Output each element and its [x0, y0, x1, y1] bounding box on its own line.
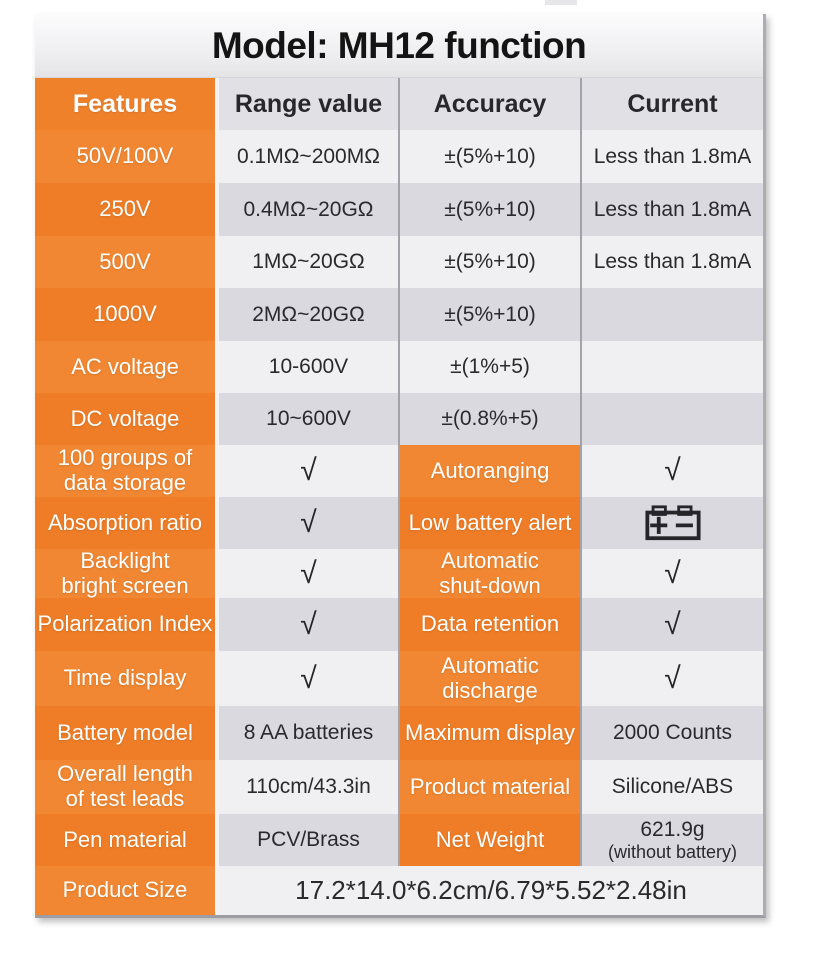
check-cell: √ — [219, 497, 398, 549]
current-cell — [580, 341, 763, 393]
header-cell-features: Features — [35, 78, 219, 130]
accuracy-cell: ±(5%+10) — [398, 130, 580, 183]
check-cell: √ — [580, 549, 763, 598]
table-row: 250V 0.4MΩ~20GΩ ±(5%+10) Less than 1.8mA — [35, 183, 763, 236]
product-size-cell: 17.2*14.0*6.2cm/6.79*5.52*2.48in — [219, 866, 763, 915]
spec-table: Model: MH12 function Features Range valu… — [35, 14, 766, 918]
table-row: Battery model 8 AA batteries Maximum dis… — [35, 706, 763, 760]
feature-cell: Product Size — [35, 866, 219, 915]
current-cell: Less than 1.8mA — [580, 236, 763, 288]
current-cell — [580, 288, 763, 341]
current-cell — [580, 393, 763, 445]
value-cell: Silicone/ABS — [580, 760, 763, 814]
feature-cell: Automatic shut-down — [398, 548, 580, 598]
net-weight-value: 621.9g — [640, 817, 705, 841]
value-cell: 110cm/43.3in — [219, 760, 398, 814]
table-row: 50V/100V 0.1MΩ~200MΩ ±(5%+10) Less than … — [35, 130, 763, 183]
page-top-fragment — [545, 0, 577, 5]
table-row: Pen material PCV/Brass Net Weight 621.9g… — [35, 814, 763, 866]
check-cell: √ — [580, 598, 763, 651]
header-cell-accuracy: Accuracy — [398, 78, 580, 130]
table-row: AC voltage 10-600V ±(1%+5) — [35, 341, 763, 393]
feature-cell: 1000V — [35, 288, 219, 341]
feature-cell: AC voltage — [35, 341, 219, 393]
feature-cell: Data retention — [398, 598, 580, 651]
value-cell: 2000 Counts — [580, 706, 763, 760]
current-cell: Less than 1.8mA — [580, 130, 763, 183]
check-cell: √ — [219, 445, 398, 497]
feature-cell: Maximum display — [398, 706, 580, 760]
feature-cell: 250V — [35, 183, 219, 236]
header-cell-range: Range value — [219, 78, 398, 130]
check-cell: √ — [580, 651, 763, 706]
feature-cell: Backlight bright screen — [35, 548, 219, 598]
range-cell: 0.1MΩ~200MΩ — [219, 130, 398, 183]
page-title: Model: MH12 function — [211, 24, 587, 66]
table-row: Time display √ Automatic discharge √ — [35, 651, 763, 706]
header-cell-current: Current — [580, 78, 763, 130]
accuracy-cell: ±(1%+5) — [398, 341, 580, 393]
table-row: DC voltage 10~600V ±(0.8%+5) — [35, 393, 763, 445]
battery-cell — [580, 497, 763, 549]
feature-cell: 50V/100V — [35, 130, 219, 183]
range-cell: 10-600V — [219, 341, 398, 393]
value-cell: 8 AA batteries — [219, 706, 398, 760]
table-row: Polarization Index √ Data retention √ — [35, 598, 763, 651]
table-row: 1000V 2MΩ~20GΩ ±(5%+10) — [35, 288, 763, 341]
accuracy-cell: ±(5%+10) — [398, 236, 580, 288]
table-row: 100 groups of data storage √ Autoranging… — [35, 445, 763, 497]
net-weight-cell: 621.9g (without battery) — [580, 814, 763, 866]
feature-cell: Low battery alert — [398, 497, 580, 549]
feature-cell: Automatic discharge — [398, 651, 580, 706]
battery-icon — [644, 505, 701, 541]
feature-cell: 500V — [35, 236, 219, 288]
header-row: Features Range value Accuracy Current — [35, 78, 763, 130]
table-row: Product Size 17.2*14.0*6.2cm/6.79*5.52*2… — [35, 866, 763, 915]
range-cell: 0.4MΩ~20GΩ — [219, 183, 398, 236]
check-cell: √ — [580, 445, 763, 497]
accuracy-cell: ±(5%+10) — [398, 183, 580, 236]
value-cell: PCV/Brass — [219, 814, 398, 866]
table-row: 500V 1MΩ~20GΩ ±(5%+10) Less than 1.8mA — [35, 236, 763, 288]
range-cell: 2MΩ~20GΩ — [219, 288, 398, 341]
title-bar: Model: MH12 function — [35, 14, 763, 78]
check-cell: √ — [219, 549, 398, 598]
feature-cell: Absorption ratio — [35, 497, 219, 549]
table-row: Absorption ratio √ Low battery alert — [35, 497, 763, 549]
table-row: Backlight bright screen √ Automatic shut… — [35, 548, 763, 598]
table-row: Overall length of test leads 110cm/43.3i… — [35, 760, 763, 814]
feature-cell: 100 groups of data storage — [35, 445, 219, 497]
current-cell: Less than 1.8mA — [580, 183, 763, 236]
range-cell: 10~600V — [219, 393, 398, 445]
accuracy-cell: ±(5%+10) — [398, 288, 580, 341]
feature-cell: Time display — [35, 651, 219, 706]
feature-cell: Polarization Index — [35, 598, 219, 651]
range-cell: 1MΩ~20GΩ — [219, 236, 398, 288]
check-cell: √ — [219, 651, 398, 706]
feature-cell: Overall length of test leads — [35, 760, 219, 814]
feature-cell: Product material — [398, 760, 580, 814]
feature-cell: Pen material — [35, 814, 219, 866]
accuracy-cell: ±(0.8%+5) — [398, 393, 580, 445]
feature-cell: Net Weight — [398, 814, 580, 866]
feature-cell: Battery model — [35, 706, 219, 760]
feature-cell: DC voltage — [35, 393, 219, 445]
net-weight-note: (without battery) — [607, 842, 738, 863]
feature-cell: Autoranging — [398, 445, 580, 497]
check-cell: √ — [219, 598, 398, 651]
